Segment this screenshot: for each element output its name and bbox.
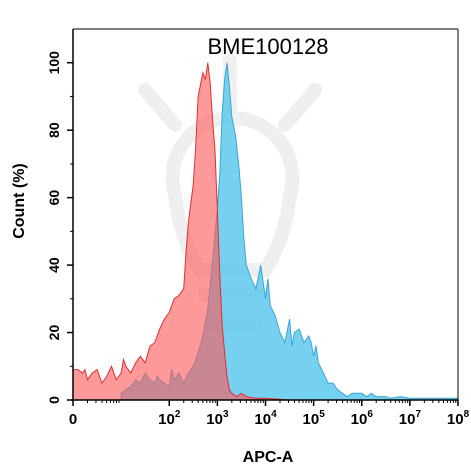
y-tick-label: 40 xyxy=(46,257,62,273)
x-tick-label: 106 xyxy=(351,409,374,428)
y-tick-label: 0 xyxy=(46,396,62,404)
y-tick-label: 60 xyxy=(46,190,62,206)
x-axis-title: APC-A xyxy=(243,449,294,466)
chart-title: BME100128 xyxy=(207,34,328,59)
y-axis-title: Count (%) xyxy=(11,163,28,239)
x-tick-label: 103 xyxy=(206,409,229,428)
y-tick-label: 20 xyxy=(46,325,62,341)
y-tick-label: 80 xyxy=(46,122,62,138)
y-tick-label: 100 xyxy=(46,51,62,75)
x-tick-label: 105 xyxy=(303,409,326,428)
x-tick-label: 104 xyxy=(254,409,277,428)
x-tick-label: 108 xyxy=(447,409,470,428)
x-tick-label: 102 xyxy=(158,409,181,428)
histogram-series-2 xyxy=(72,62,458,401)
x-tick-label: 107 xyxy=(399,409,422,428)
x-tick-label: 0 xyxy=(69,411,77,428)
